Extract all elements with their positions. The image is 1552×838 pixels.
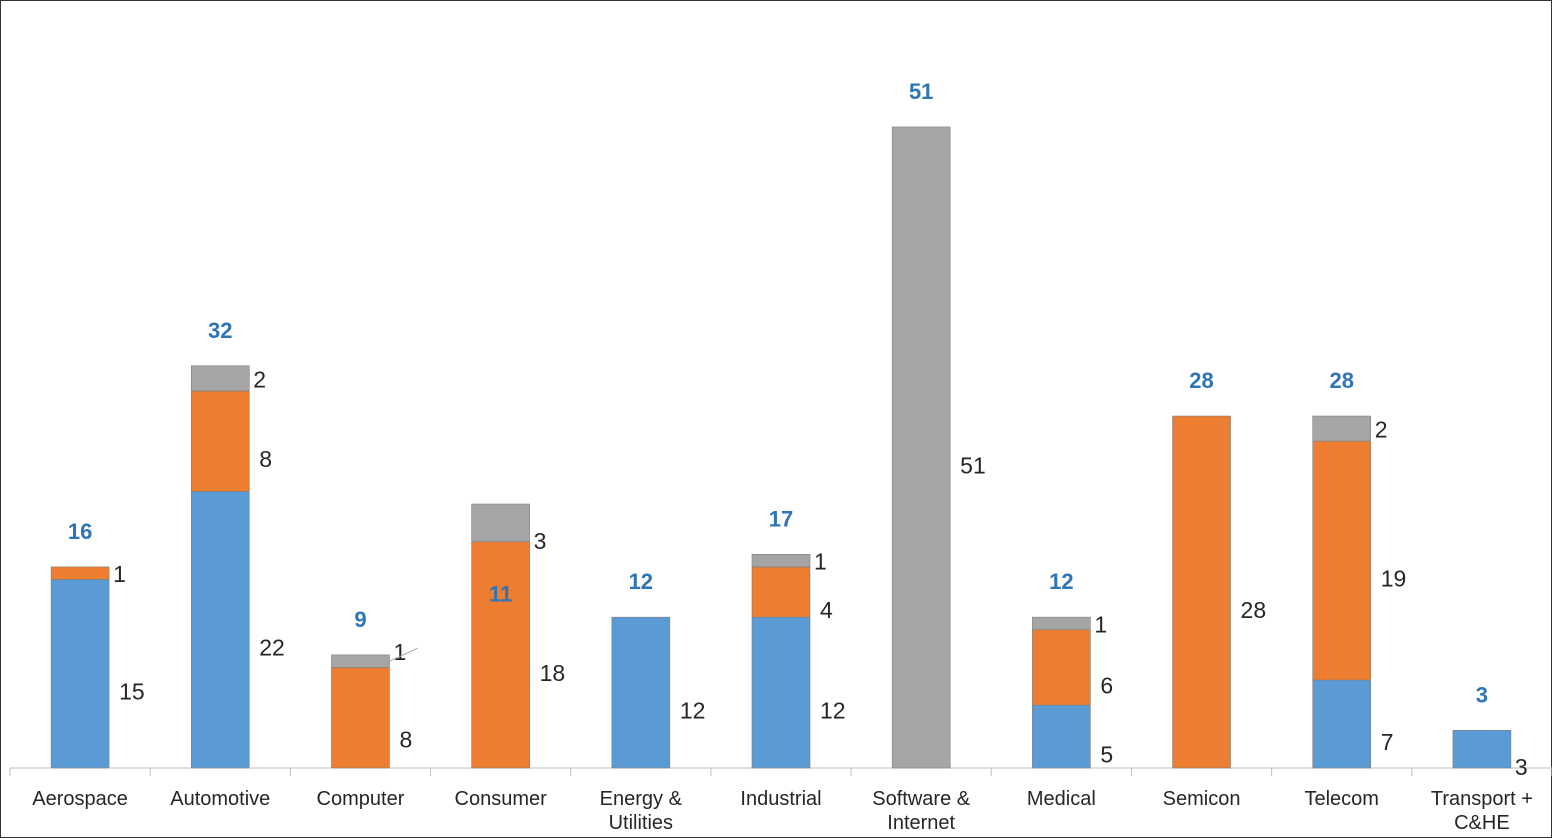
bar-segment	[1312, 679, 1372, 769]
data-label: 3	[534, 528, 547, 554]
bar-segment	[331, 667, 390, 769]
total-label: 12	[1049, 569, 1073, 594]
data-label: 2	[253, 366, 266, 392]
x-tick-label: Consumer	[455, 788, 548, 810]
data-label: 1	[113, 561, 126, 587]
bar-segment	[50, 579, 110, 769]
data-label: 1	[393, 639, 406, 665]
data-label: 15	[119, 679, 145, 705]
x-tick-label: Software &	[872, 788, 970, 810]
bar-segment	[1032, 629, 1091, 706]
data-label: 51	[960, 452, 986, 478]
bar-segment	[190, 491, 250, 769]
data-label: 8	[399, 727, 412, 753]
x-tick-label: Semicon	[1163, 788, 1241, 810]
data-label: 3	[1515, 754, 1528, 780]
total-label: 32	[208, 318, 232, 343]
data-label: 12	[680, 698, 706, 724]
x-tick-label: Medical	[1027, 788, 1096, 810]
bar-segment	[190, 365, 250, 392]
bar-segment	[1452, 729, 1512, 769]
x-tick-label: Computer	[317, 788, 405, 810]
total-label: 51	[909, 79, 933, 104]
data-label: 18	[540, 660, 566, 686]
label-leader-line	[389, 647, 418, 662]
x-tick-label: Internet	[887, 812, 955, 834]
bar-segment	[1032, 704, 1091, 769]
total-label: 28	[1329, 368, 1353, 393]
total-label: 17	[769, 506, 793, 531]
data-label: 8	[259, 446, 272, 472]
data-label: 1	[1094, 611, 1107, 637]
bar-segment	[751, 566, 811, 618]
data-label: 12	[820, 698, 846, 724]
data-label: 22	[259, 635, 285, 661]
bar-segment	[1312, 440, 1372, 681]
bar-segment	[471, 503, 530, 543]
bar-segment	[50, 566, 110, 580]
total-label: 12	[629, 569, 653, 594]
x-tick-label: Telecom	[1304, 788, 1378, 810]
bar-segment	[1032, 616, 1091, 631]
bar-segment	[751, 554, 811, 568]
bar-segment	[331, 654, 390, 668]
bar-segment	[471, 541, 530, 769]
data-label: 2	[1375, 417, 1388, 443]
data-label: 28	[1241, 597, 1267, 623]
x-tick-label: Automotive	[170, 788, 270, 810]
total-label: 16	[68, 519, 92, 544]
data-label: 7	[1381, 729, 1394, 755]
data-label: 5	[1100, 742, 1113, 768]
bar-segment	[1172, 415, 1231, 769]
bar-segment	[190, 390, 250, 492]
data-label: 19	[1381, 566, 1407, 592]
total-label: 28	[1189, 368, 1213, 393]
x-tick-label: Transport +	[1431, 788, 1533, 810]
data-label: 1	[814, 549, 827, 575]
total-label: 9	[354, 607, 366, 632]
bar-segment	[611, 616, 671, 769]
x-tick-label: Industrial	[740, 788, 821, 810]
x-tick-label: Aerospace	[32, 788, 128, 810]
data-label: 6	[1100, 672, 1113, 698]
x-tick-label: Utilities	[609, 812, 673, 834]
x-tick-label: Energy &	[600, 788, 683, 810]
bar-segment	[751, 616, 811, 769]
x-tick-label: C&HE	[1454, 812, 1510, 834]
data-label: 4	[820, 597, 833, 623]
total-label: 3	[1476, 682, 1488, 707]
bar-segment	[1312, 415, 1372, 442]
total-label: 11	[489, 582, 512, 607]
bar-segment	[891, 126, 951, 769]
